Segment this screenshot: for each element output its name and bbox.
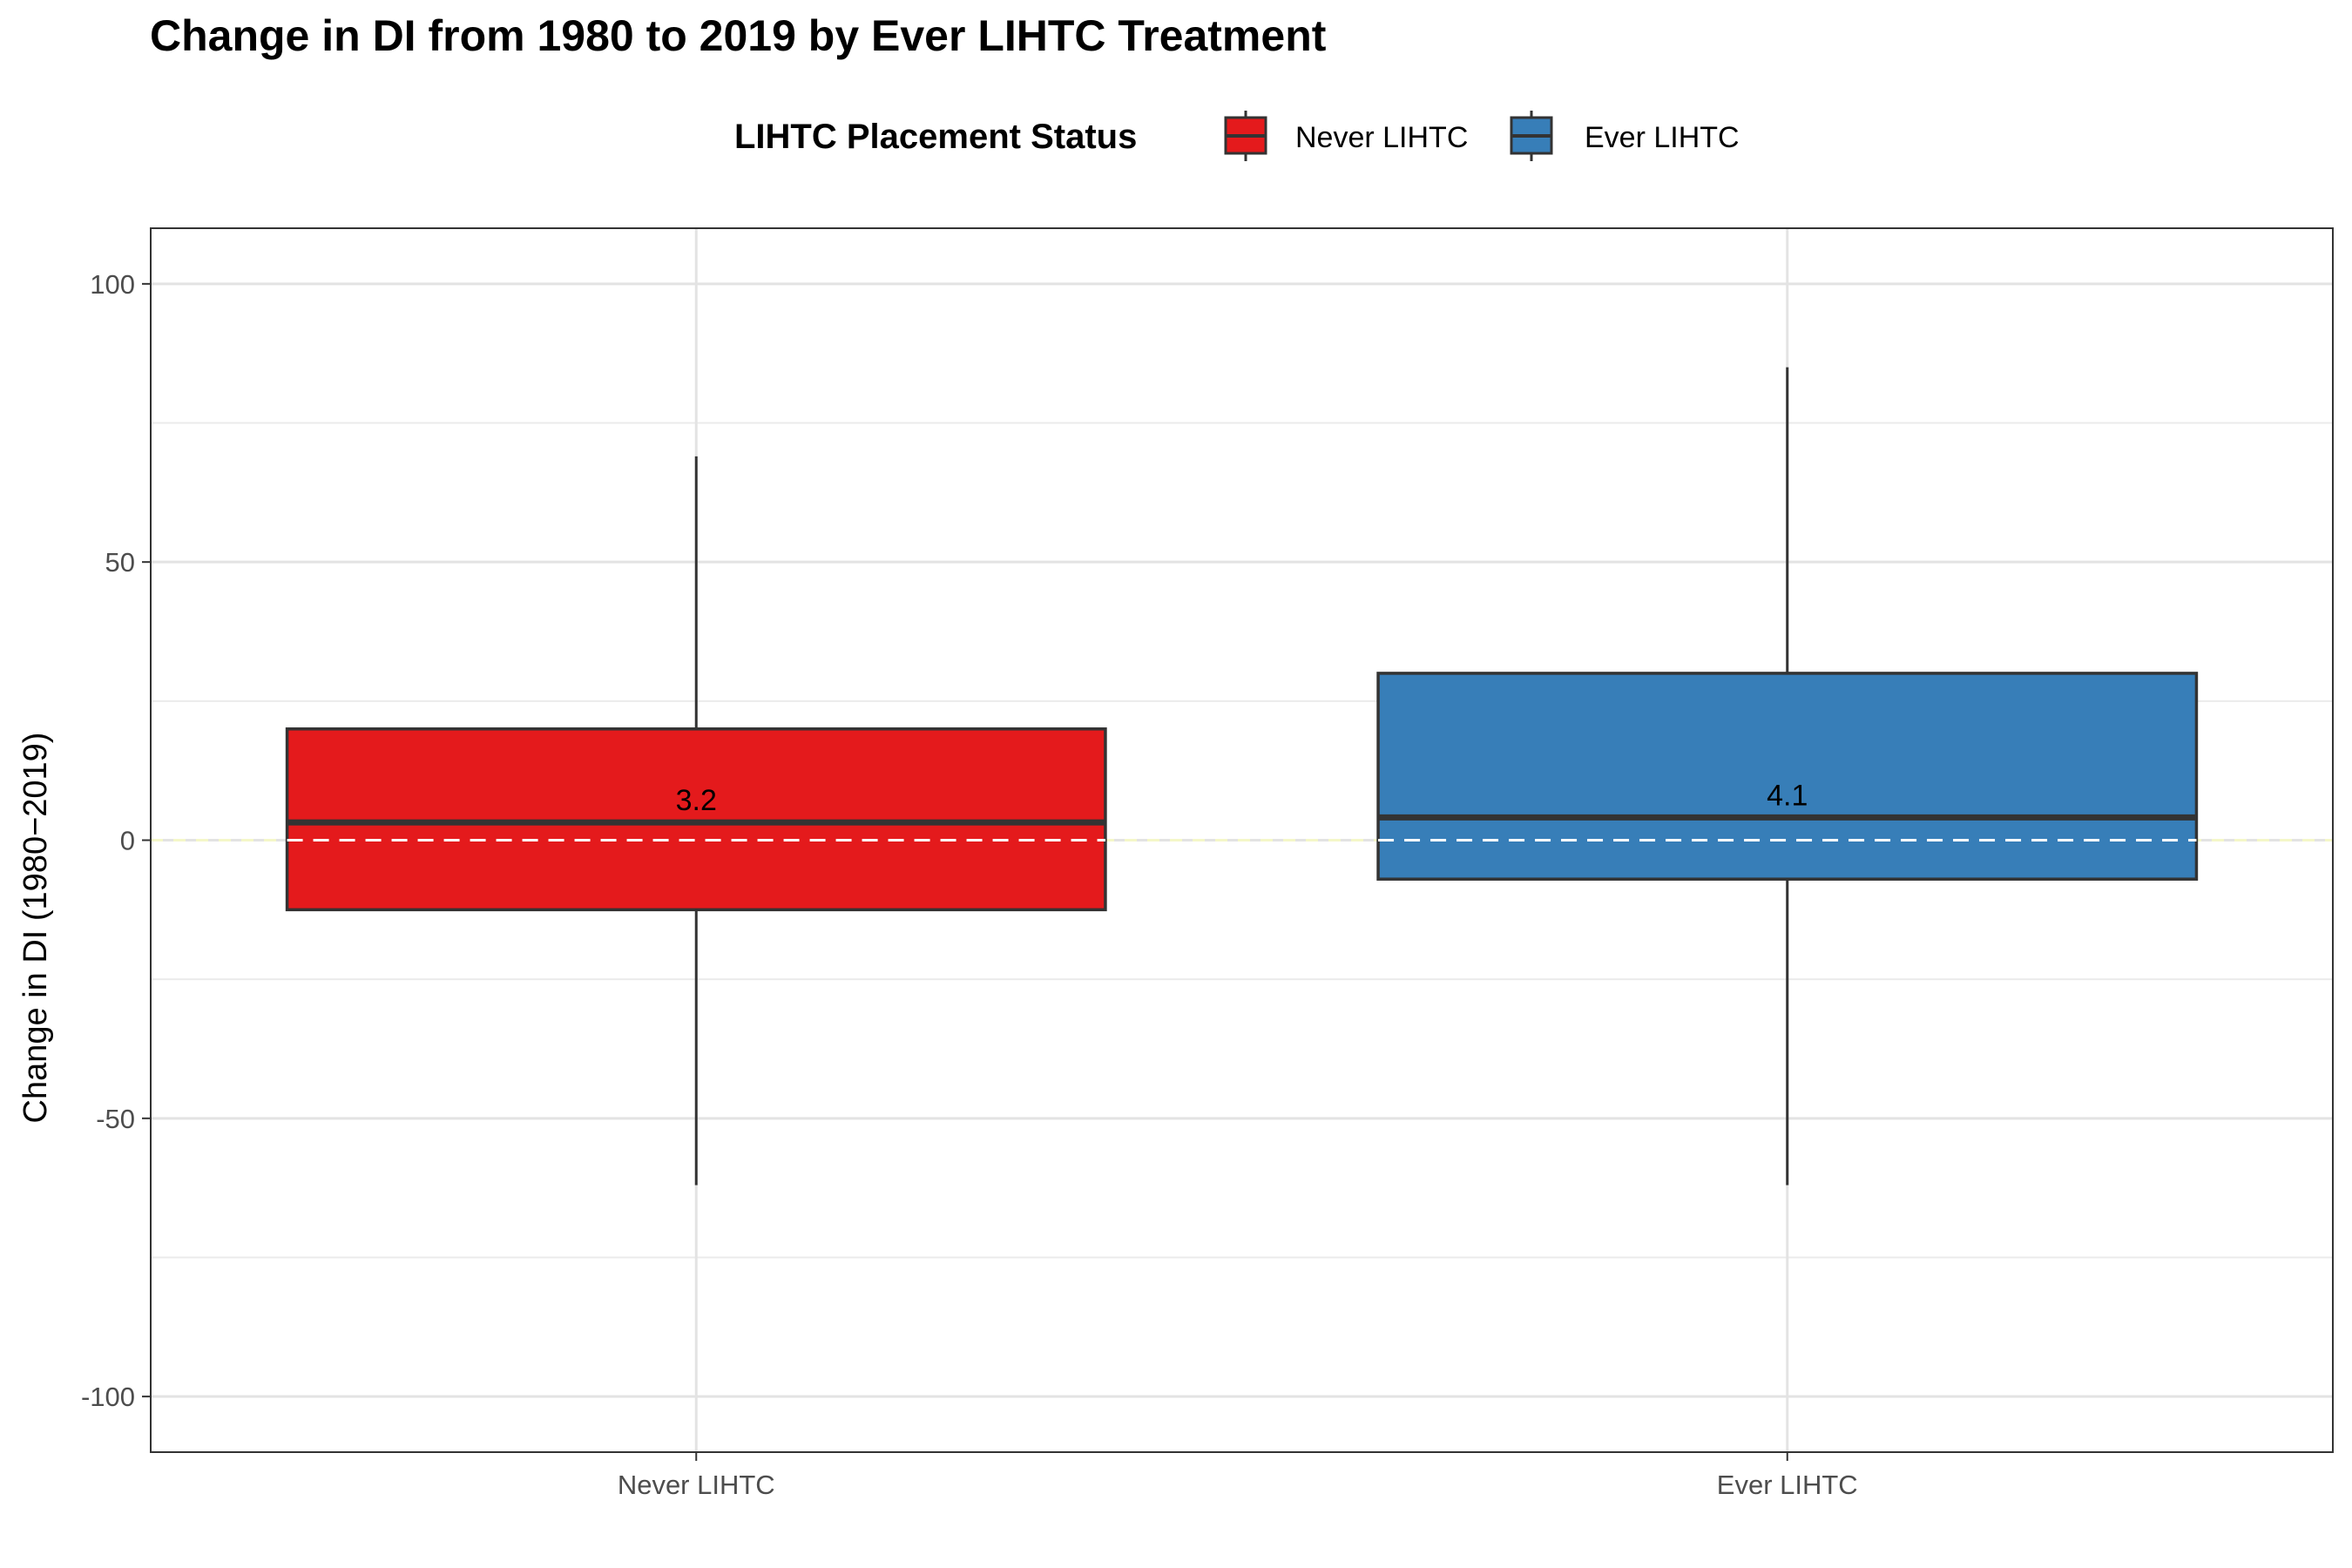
chart-title: Change in DI from 1980 to 2019 by Ever L… xyxy=(150,11,1327,60)
legend-key-never-lihtc xyxy=(1224,111,1267,161)
y-tick-label: 0 xyxy=(120,826,135,856)
legend-key-ever-lihtc xyxy=(1510,111,1553,161)
legend-label-never-lihtc: Never LIHTC xyxy=(1295,121,1468,154)
iqr-box xyxy=(285,727,1107,912)
legend: LIHTC Placement Status Never LIHTC Ever … xyxy=(734,111,1740,161)
y-tick-label: 100 xyxy=(90,269,135,300)
x-tick-label: Never LIHTC xyxy=(618,1470,775,1500)
x-tick-label: Ever LIHTC xyxy=(1717,1470,1858,1500)
median-label: 4.1 xyxy=(1767,779,1808,812)
y-axis-title: Change in DI (1980−2019) xyxy=(17,733,54,1124)
median-labels: 3.2 4.1 xyxy=(676,779,1808,817)
boxes xyxy=(285,367,2199,1186)
x-axis: Never LIHTC Ever LIHTC xyxy=(618,1452,1858,1500)
y-tick-label: 50 xyxy=(105,547,135,578)
y-tick-label: -100 xyxy=(81,1382,135,1412)
median-label: 3.2 xyxy=(676,784,717,817)
iqr-box xyxy=(1376,672,2199,881)
y-axis: 100 50 0 -50 -100 xyxy=(81,269,151,1412)
legend-title: LIHTC Placement Status xyxy=(734,118,1137,156)
legend-label-ever-lihtc: Ever LIHTC xyxy=(1585,121,1740,154)
box-ever-lihtc xyxy=(1376,367,2199,1186)
box-never-lihtc xyxy=(285,456,1107,1186)
y-tick-label: -50 xyxy=(96,1104,135,1134)
